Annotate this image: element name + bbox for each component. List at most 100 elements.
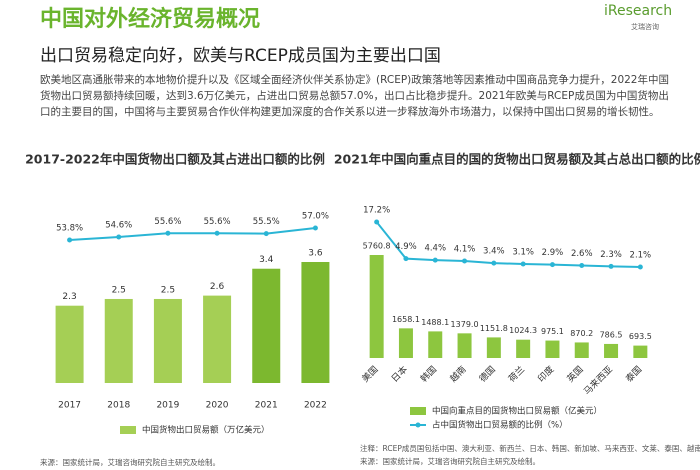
source: 来源：国家统计局，艾瑞咨询研究院自主研究及绘制。 xyxy=(360,456,540,466)
bar xyxy=(398,328,413,358)
bar-label: 1151.8 xyxy=(480,324,508,333)
legend-label: 中国向重点目的国货物出口贸易额（亿美元） xyxy=(432,406,602,417)
line-point xyxy=(67,237,73,243)
bar xyxy=(55,305,84,383)
chart-title: 2017-2022年中国货物出口额及其占进出口额的比例 xyxy=(25,152,325,167)
line-label: 2.1% xyxy=(630,251,652,261)
line-label: 3.4% xyxy=(483,247,505,257)
bar-label: 2.3 xyxy=(62,292,76,302)
bar xyxy=(252,268,281,383)
bar xyxy=(545,340,560,358)
line-point xyxy=(520,261,526,267)
bar-label: 2.5 xyxy=(161,285,175,295)
bar-label: 1379.0 xyxy=(451,320,479,329)
x-tick-label: 德国 xyxy=(477,363,498,384)
line-point xyxy=(214,230,220,236)
x-tick-label: 2020 xyxy=(206,401,229,411)
note: 注释：RCEP成员国包括中国、澳大利亚、新西兰、日本、韩国、新加坡、马来西亚、文… xyxy=(360,443,700,453)
bar xyxy=(104,298,133,383)
logo-sub: 艾瑞咨询 xyxy=(631,22,659,31)
x-tick-label: 2019 xyxy=(156,401,179,411)
x-tick-label: 美国 xyxy=(359,363,380,384)
bar-label: 786.5 xyxy=(600,330,623,339)
line-point xyxy=(549,262,555,268)
line-label: 2.6% xyxy=(571,249,593,259)
bar xyxy=(369,255,384,358)
line xyxy=(69,227,316,241)
line-point xyxy=(637,264,643,270)
bar xyxy=(153,298,182,383)
bar-label: 2.6 xyxy=(210,282,225,292)
line-point xyxy=(579,263,585,269)
line-point xyxy=(403,256,409,262)
line-label: 17.2% xyxy=(363,206,390,216)
line-label: 55.6% xyxy=(204,217,231,227)
line-point xyxy=(608,263,614,269)
logo: iResearch xyxy=(604,3,672,19)
line-label: 4.9% xyxy=(395,242,417,252)
x-tick-label: 印度 xyxy=(535,363,556,384)
line-label: 57.0% xyxy=(302,212,329,222)
x-tick-label: 日本 xyxy=(389,363,410,384)
x-tick-label: 泰国 xyxy=(623,363,644,384)
line-point xyxy=(312,225,318,231)
line-label: 54.6% xyxy=(105,221,132,231)
bar-label: 3.6 xyxy=(308,249,323,259)
line-point xyxy=(432,257,438,263)
line-point xyxy=(462,258,468,264)
line-point xyxy=(374,219,380,225)
x-tick-label: 马来西亚 xyxy=(582,364,615,397)
bar-label: 2.5 xyxy=(112,285,126,295)
page-title: 中国对外经济贸易概况 xyxy=(40,6,260,32)
bar xyxy=(633,345,648,358)
bar-label: 1488.1 xyxy=(421,318,449,327)
line-label: 55.5% xyxy=(253,217,280,227)
bar xyxy=(457,333,472,358)
x-tick-label: 2017 xyxy=(58,401,81,411)
bar xyxy=(203,295,232,383)
source: 来源：国家统计局，艾瑞咨询研究院自主研究及绘制。 xyxy=(40,457,220,467)
x-tick-label: 韩国 xyxy=(418,363,439,384)
bar xyxy=(574,342,589,358)
legend-swatch xyxy=(410,407,426,415)
legend-label: 占中国货物出口贸易额的比例（%） xyxy=(432,420,568,431)
bar-label: 5760.8 xyxy=(363,242,391,251)
line xyxy=(375,221,641,268)
bar-label: 1024.3 xyxy=(509,326,537,335)
line-label: 4.1% xyxy=(454,245,476,255)
x-tick-label: 2021 xyxy=(255,401,278,411)
subtitle: 出口贸易稳定向好，欧美与RCEP成员国为主要出口国 xyxy=(40,46,441,66)
x-tick-label: 2018 xyxy=(107,401,130,411)
bar-label: 870.2 xyxy=(570,329,593,338)
line-label: 2.9% xyxy=(542,248,564,258)
line-point xyxy=(491,260,497,266)
line-label: 55.6% xyxy=(154,217,181,227)
line-point xyxy=(165,230,171,236)
x-tick-label: 越南 xyxy=(447,363,468,384)
line-label: 4.4% xyxy=(424,244,446,254)
bar-label: 1658.1 xyxy=(392,315,420,324)
bar xyxy=(486,337,501,358)
line-label: 3.1% xyxy=(512,248,534,258)
legend-swatch xyxy=(415,422,421,428)
bar xyxy=(516,339,531,358)
bar xyxy=(604,343,619,358)
chart-title: 2021年中国向重点目的国的货物出口贸易额及其占总出口额的比例 xyxy=(334,152,700,167)
line-point xyxy=(116,234,122,240)
bar-label: 975.1 xyxy=(541,327,564,336)
legend-swatch xyxy=(120,426,136,434)
x-tick-label: 英国 xyxy=(564,363,585,384)
legend-label: 中国货物出口贸易额（万亿美元） xyxy=(142,425,270,436)
bar-label: 3.4 xyxy=(259,255,274,265)
x-tick-label: 2022 xyxy=(304,401,327,411)
bar xyxy=(301,262,330,383)
line-label: 2.3% xyxy=(600,250,622,260)
x-tick-label: 荷兰 xyxy=(506,363,527,384)
body-text: 欧美地区高通胀带来的本地物价提升以及《区域全面经济伙伴关系协定》(RCEP)政策… xyxy=(40,74,669,118)
bar xyxy=(428,331,443,358)
line-label: 53.8% xyxy=(56,224,83,234)
bar-label: 693.5 xyxy=(629,332,652,341)
line-point xyxy=(263,231,269,237)
